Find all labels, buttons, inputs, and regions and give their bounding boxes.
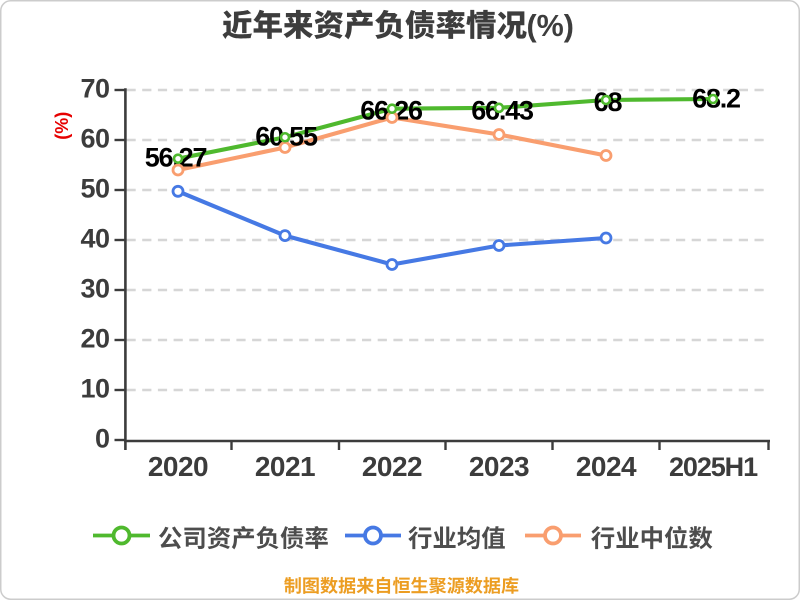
svg-text:2024: 2024 xyxy=(576,451,637,482)
svg-text:70: 70 xyxy=(80,73,109,103)
svg-text:(%): (%) xyxy=(52,112,72,140)
svg-text:50: 50 xyxy=(80,173,109,203)
svg-text:20: 20 xyxy=(80,323,109,353)
svg-text:2025H1: 2025H1 xyxy=(669,452,758,482)
svg-text:40: 40 xyxy=(80,223,109,253)
svg-text:2022: 2022 xyxy=(362,451,422,482)
svg-text:2020: 2020 xyxy=(148,451,208,482)
svg-text:(%): (%) xyxy=(527,9,574,43)
svg-text:30: 30 xyxy=(80,273,109,303)
svg-text:2021: 2021 xyxy=(255,451,315,482)
svg-text:60: 60 xyxy=(80,123,109,153)
svg-text:2023: 2023 xyxy=(469,451,529,482)
svg-text:10: 10 xyxy=(80,373,109,403)
svg-text:0: 0 xyxy=(95,423,110,453)
